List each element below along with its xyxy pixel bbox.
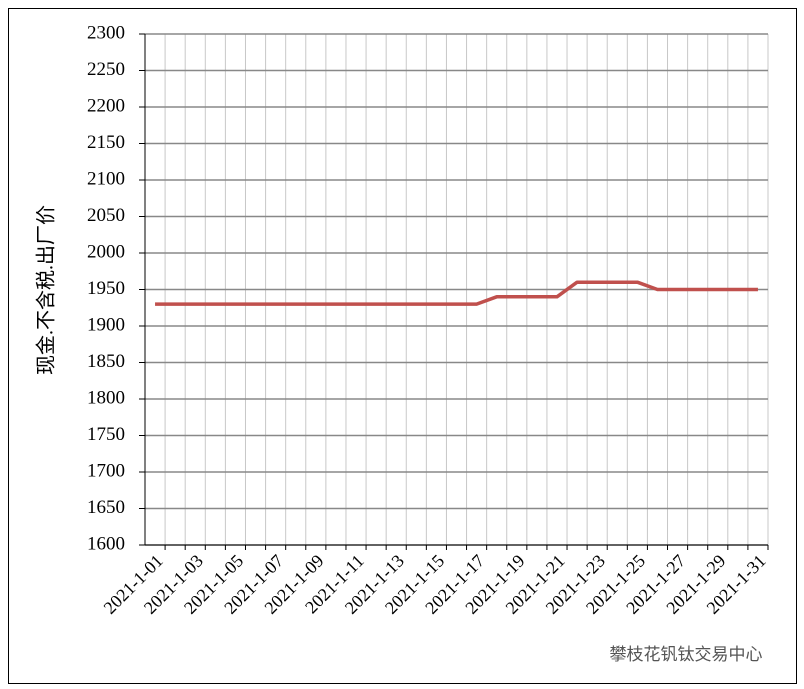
y-tick-label: 2100 bbox=[87, 168, 125, 189]
y-tick-label: 1950 bbox=[87, 278, 125, 299]
watermark: 攀枝花钒钛交易中心 bbox=[610, 645, 763, 665]
y-tick-label: 2250 bbox=[87, 59, 125, 80]
y-tick-label: 1850 bbox=[87, 351, 125, 372]
line-series bbox=[155, 280, 758, 306]
chart-border bbox=[8, 8, 797, 684]
y-tick-label: 2150 bbox=[87, 132, 125, 153]
y-tick-label: 2200 bbox=[87, 95, 125, 116]
y-tick-label: 1900 bbox=[87, 314, 125, 335]
y-tick-label: 1650 bbox=[87, 497, 125, 518]
y-tick-label: 1600 bbox=[87, 533, 125, 554]
y-tick-label: 2050 bbox=[87, 205, 125, 226]
y-tick-label: 1700 bbox=[87, 460, 125, 481]
y-tick-label: 2300 bbox=[87, 22, 125, 43]
y-tick-label: 1750 bbox=[87, 424, 125, 445]
y-axis-label: 现金.不含税.出厂价 bbox=[35, 205, 58, 375]
y-tick-label: 1800 bbox=[87, 387, 125, 408]
y-tick-label: 2000 bbox=[87, 241, 125, 262]
